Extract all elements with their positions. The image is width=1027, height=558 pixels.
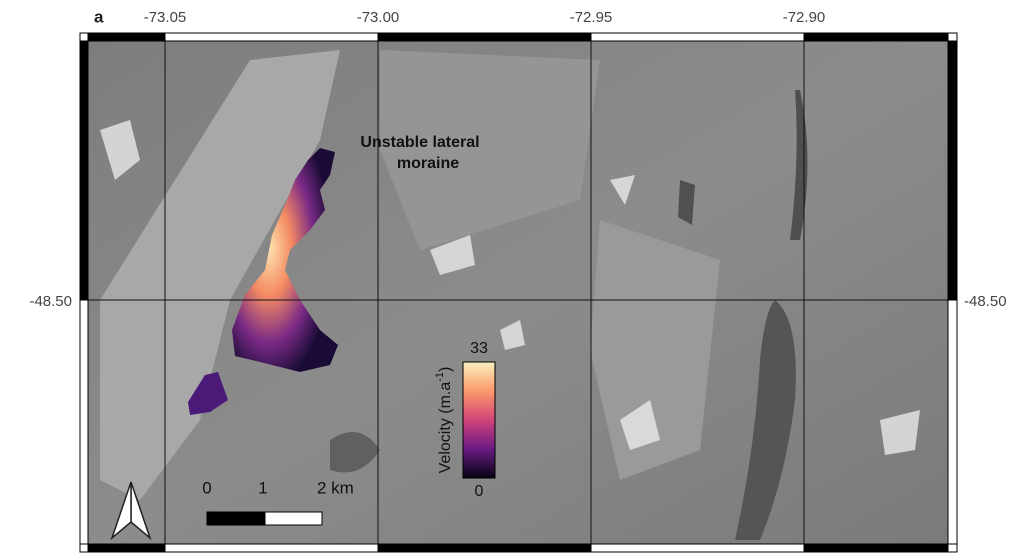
colorbar-title: Velocity (m.a-1)	[434, 367, 454, 474]
colorbar-title-close: )	[437, 367, 454, 372]
map-figure: a -73.05 -73.00 -72.95 -72.90 -48.50 -48…	[0, 0, 1027, 558]
scale-label: 0	[202, 478, 211, 497]
scale-label: 1	[258, 478, 267, 497]
latitude-label: -48.50	[964, 293, 1007, 310]
map-image	[88, 41, 948, 544]
longitude-label: -72.95	[570, 9, 613, 26]
annotation-line: Unstable lateral	[360, 134, 479, 151]
longitude-label: -73.00	[357, 9, 400, 26]
colorbar-max: 33	[470, 340, 488, 357]
annotation-line: moraine	[397, 155, 459, 172]
latitude-label: -48.50	[29, 293, 72, 310]
scale-label: 2 km	[317, 478, 354, 497]
longitude-label: -73.05	[144, 9, 187, 26]
colorbar-min: 0	[475, 483, 484, 500]
colorbar-title-superscript: -1	[434, 372, 446, 382]
panel-label: a	[94, 7, 104, 26]
longitude-label: -72.90	[783, 9, 826, 26]
colorbar-title-text: Velocity (m.a	[437, 382, 454, 474]
